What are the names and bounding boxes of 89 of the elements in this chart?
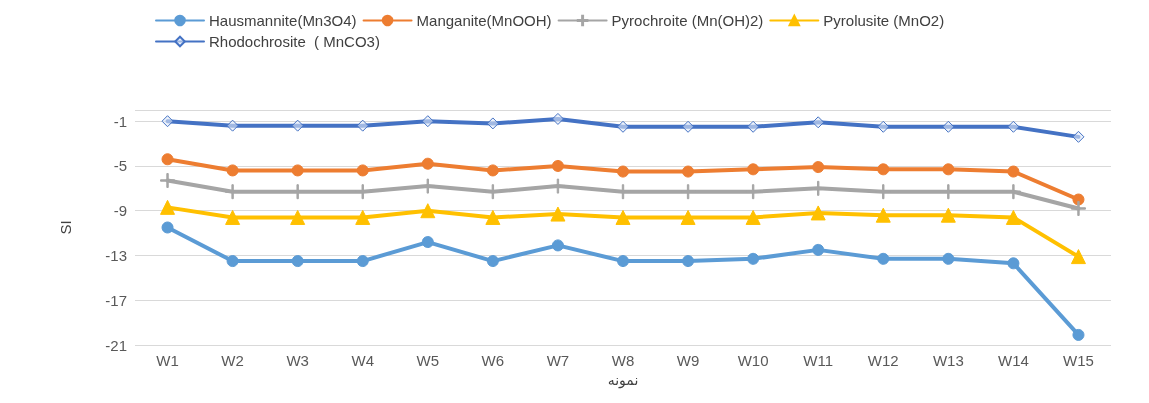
- y-tick-label: -21: [105, 336, 127, 354]
- point: [942, 120, 955, 133]
- point: [747, 163, 760, 176]
- y-tick-label: -5: [113, 157, 127, 175]
- x-tick-label: W13: [932, 352, 964, 369]
- x-tick-label: W2: [221, 352, 244, 369]
- point: [747, 252, 760, 265]
- point: [420, 203, 436, 219]
- point: [356, 255, 369, 268]
- point: [810, 205, 826, 221]
- point: [421, 115, 434, 128]
- point: [421, 236, 434, 249]
- x-tick-label: W3: [286, 352, 309, 369]
- point: [161, 153, 174, 166]
- point: [551, 159, 564, 172]
- point: [877, 163, 890, 176]
- point: [1072, 328, 1085, 341]
- point: [680, 209, 696, 225]
- point: [940, 207, 956, 223]
- point: [1072, 130, 1085, 143]
- x-tick-label: W12: [867, 352, 899, 369]
- point: [486, 117, 499, 130]
- point: [356, 119, 369, 132]
- point: [1070, 249, 1086, 265]
- x-tick-label: W5: [416, 352, 440, 369]
- point: [161, 221, 174, 234]
- point: [226, 255, 239, 268]
- point: [355, 209, 371, 225]
- point: [617, 165, 629, 178]
- point: [617, 120, 629, 133]
- point: [1005, 209, 1021, 225]
- point: [1070, 200, 1086, 216]
- x-tick-label: W10: [737, 352, 769, 369]
- x-tick-label: W11: [803, 352, 834, 369]
- point: [421, 157, 434, 170]
- legend-label: Manganite(MnOOH): [416, 12, 552, 29]
- y-tick-label: -13: [105, 246, 127, 264]
- point: [942, 163, 955, 176]
- x-tick-label: W4: [351, 352, 374, 369]
- point: [877, 120, 890, 133]
- x-tick-label: W9: [676, 352, 700, 369]
- point: [877, 252, 890, 265]
- legend-label: Rhodochrosite ( MnCO3): [209, 33, 380, 50]
- x-tick-label: W15: [1063, 352, 1094, 369]
- y-axis-title: SI: [57, 220, 74, 235]
- point: [551, 112, 564, 125]
- point: [812, 161, 825, 174]
- point: [615, 209, 631, 225]
- legend-label: Pyrochroite (Mn(OH)2): [611, 12, 764, 29]
- point: [617, 255, 629, 268]
- y-tick-label: -17: [105, 291, 127, 309]
- point: [486, 164, 499, 177]
- x-tick-label: W14: [997, 352, 1029, 369]
- point: [226, 164, 239, 177]
- legend-label: Hausmannite(Mn3O4): [209, 12, 357, 29]
- point: [682, 255, 695, 268]
- point: [1007, 257, 1020, 270]
- point: [291, 164, 304, 177]
- point: [161, 115, 174, 128]
- point: [160, 173, 176, 188]
- x-tick-label: W8: [611, 352, 635, 369]
- point: [356, 164, 369, 177]
- legend-label: Pyrolusite (MnO2): [823, 12, 945, 29]
- x-axis-title: نمونه: [607, 372, 639, 389]
- point: [682, 165, 695, 178]
- point: [226, 119, 239, 132]
- point: [812, 116, 825, 129]
- point: [290, 209, 306, 225]
- point: [682, 120, 695, 133]
- point: [942, 252, 955, 265]
- point: [160, 199, 176, 215]
- point: [225, 209, 241, 225]
- point: [745, 209, 761, 225]
- point: [550, 206, 566, 222]
- point: [291, 255, 304, 268]
- x-tick-label: W6: [481, 352, 505, 369]
- y-tick-label: -9: [113, 202, 127, 220]
- x-tick-label: W7: [546, 352, 570, 369]
- point: [875, 207, 891, 223]
- point: [747, 120, 760, 133]
- y-tick-label: -1: [113, 112, 127, 130]
- point: [485, 209, 501, 225]
- point: [486, 255, 499, 268]
- point: [291, 119, 304, 132]
- point: [812, 243, 825, 256]
- point: [1007, 120, 1020, 133]
- point: [1007, 165, 1020, 178]
- x-tick-label: W1: [156, 352, 179, 369]
- point: [551, 239, 564, 252]
